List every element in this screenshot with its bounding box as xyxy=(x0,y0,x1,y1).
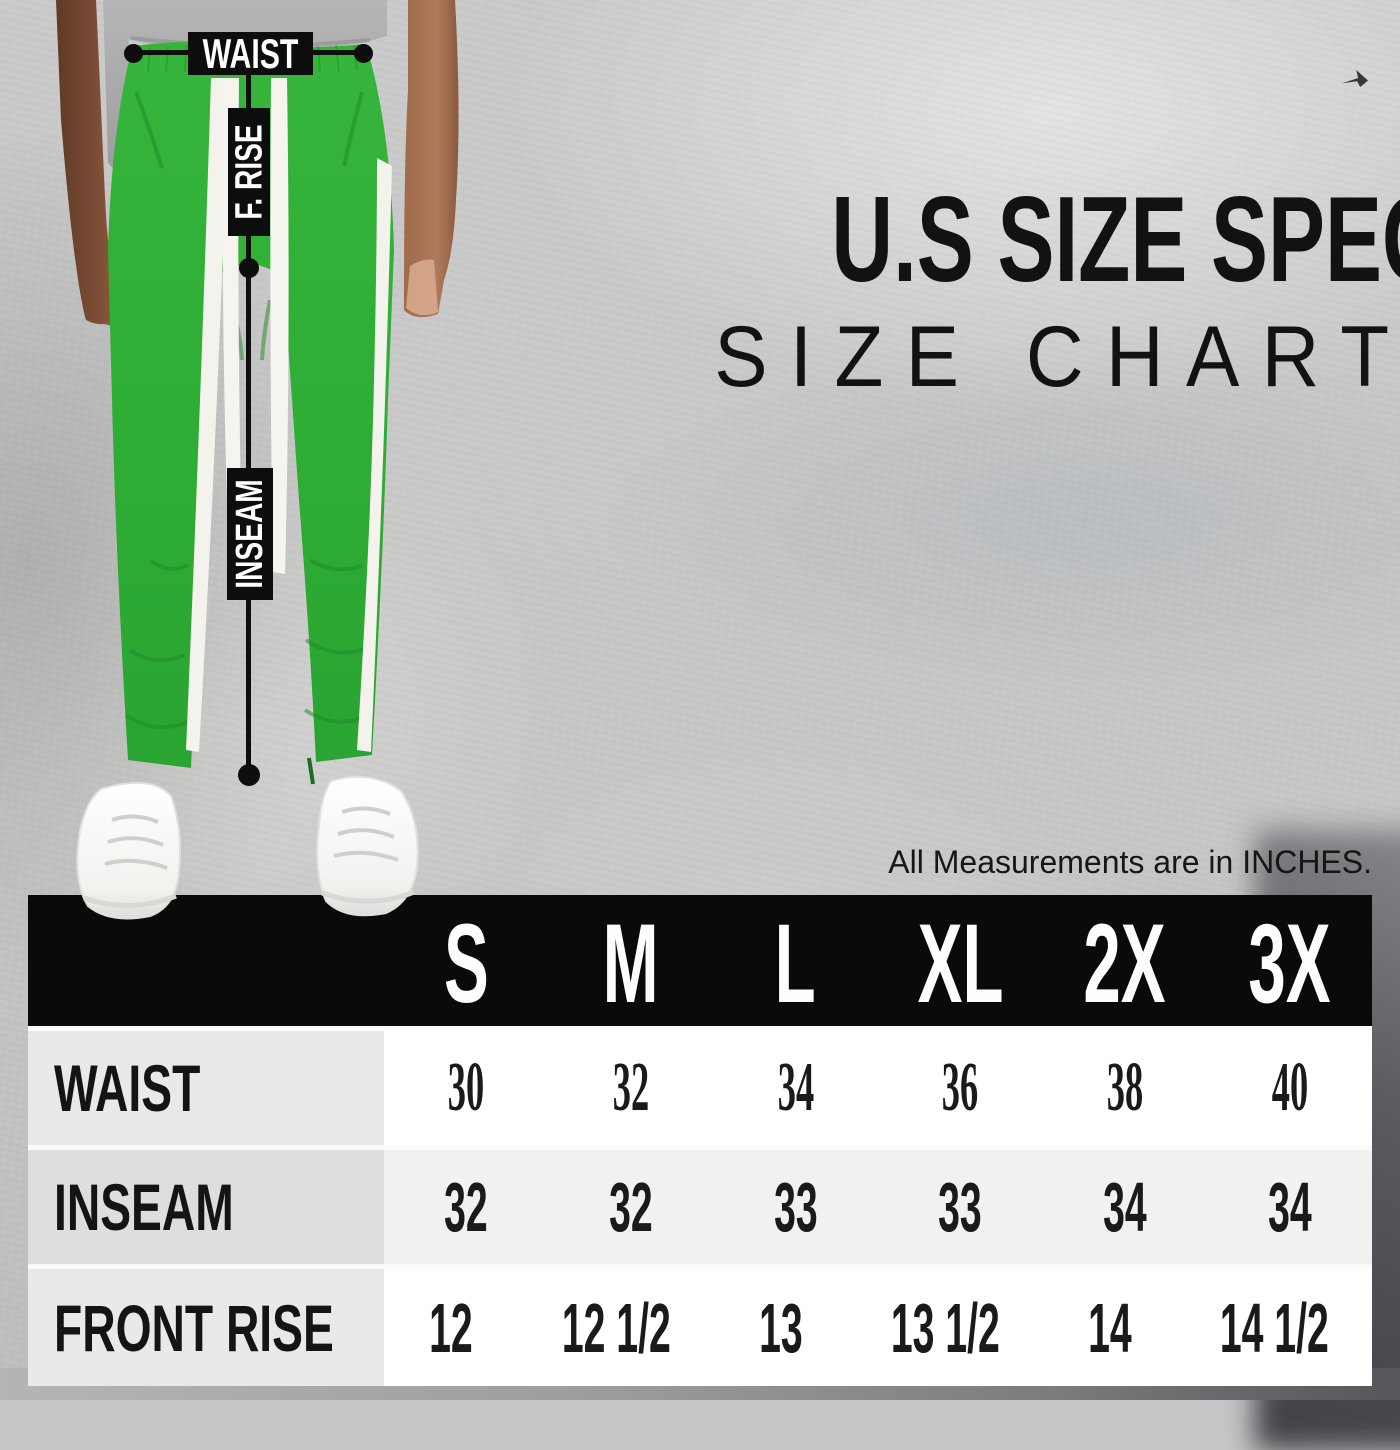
waist-l-cell: 34 xyxy=(713,1031,878,1145)
col-label: 3X xyxy=(1248,900,1331,1026)
col-label: M xyxy=(603,900,659,1026)
cell-value: 38 xyxy=(1106,1049,1144,1126)
size-table-header-row: S M L XL 2X 3X xyxy=(28,895,1372,1026)
row-label-cell: WAIST xyxy=(28,1031,384,1145)
header-spacer-cell xyxy=(28,895,384,1026)
row-label: INSEAM xyxy=(54,1170,234,1244)
cell-value: 40 xyxy=(1271,1049,1308,1126)
cell-value: 14 xyxy=(1088,1288,1132,1367)
inseam-measure-label: INSEAM xyxy=(229,479,272,589)
inseam-2x-cell: 34 xyxy=(1043,1150,1208,1264)
header-col-l: L xyxy=(713,895,878,1026)
row-label-cell: INSEAM xyxy=(28,1150,384,1264)
frontrise-3x-cell: 14 1/2 xyxy=(1177,1269,1372,1386)
frontrise-l-cell: 13 xyxy=(713,1269,848,1386)
cell-value: 33 xyxy=(773,1168,818,1246)
page-title: U.S SIZE SPECS SIZE CHART xyxy=(688,178,1400,400)
title-line-1: U.S SIZE SPECS xyxy=(831,171,1400,307)
cell-value: 33 xyxy=(938,1168,983,1246)
inseam-s-cell: 32 xyxy=(384,1150,549,1264)
front-rise-measure-tag: F. RISE xyxy=(228,108,270,236)
waist-xl-cell: 36 xyxy=(878,1031,1043,1145)
front-rise-measure-label: F. RISE xyxy=(228,124,270,220)
table-row-waist: WAIST 30 32 34 36 38 40 xyxy=(28,1026,1372,1145)
cell-value: 12 1/2 xyxy=(561,1288,671,1367)
col-label: L xyxy=(775,900,817,1026)
cell-value: 32 xyxy=(609,1168,653,1246)
cell-value: 30 xyxy=(448,1049,485,1126)
waist-s-cell: 30 xyxy=(384,1031,549,1145)
row-label: FRONT RISE xyxy=(54,1290,334,1365)
waist-measure-tag: WAIST xyxy=(188,32,313,75)
cell-value: 34 xyxy=(777,1049,814,1126)
title-line-2: SIZE CHART xyxy=(714,309,1400,405)
col-label: XL xyxy=(917,900,1004,1026)
cell-value: 34 xyxy=(1103,1168,1147,1246)
frontrise-s-cell: 12 xyxy=(384,1269,519,1386)
inseam-m-cell: 32 xyxy=(549,1150,714,1264)
header-col-m: M xyxy=(549,895,714,1026)
measure-dot-waist-right xyxy=(354,44,373,63)
inseam-xl-cell: 33 xyxy=(878,1150,1043,1264)
cell-value: 34 xyxy=(1267,1168,1312,1246)
frontrise-xl-cell: 13 1/2 xyxy=(848,1269,1043,1386)
cell-value: 13 xyxy=(758,1288,803,1367)
cell-value: 32 xyxy=(444,1168,489,1246)
header-col-xl: XL xyxy=(878,895,1043,1026)
table-row-front-rise: FRONT RISE 12 12 1/2 13 13 1/2 14 14 1/2 xyxy=(28,1264,1372,1386)
header-col-s: S xyxy=(384,895,549,1026)
col-label: S xyxy=(443,900,489,1026)
inseam-l-cell: 33 xyxy=(713,1150,878,1264)
cell-value: 13 1/2 xyxy=(890,1288,1000,1367)
frontrise-m-cell: 12 1/2 xyxy=(519,1269,714,1386)
measurements-note: All Measurements are in INCHES. xyxy=(888,844,1372,880)
row-label-cell: FRONT RISE xyxy=(28,1269,384,1386)
cell-value: 32 xyxy=(612,1049,650,1126)
col-label: 2X xyxy=(1083,900,1167,1026)
size-chart-table: S M L XL 2X 3X WAIST 30 32 34 36 38 40 I… xyxy=(28,895,1372,1386)
waist-3x-cell: 40 xyxy=(1207,1031,1372,1145)
cell-value: 12 xyxy=(429,1288,474,1367)
cell-value: 36 xyxy=(942,1049,979,1126)
measure-dot-crotch xyxy=(239,258,259,278)
waist-m-cell: 32 xyxy=(549,1031,714,1145)
inseam-measure-tag: INSEAM xyxy=(227,468,273,600)
measure-dot-waist-left xyxy=(124,44,143,63)
waist-2x-cell: 38 xyxy=(1043,1031,1208,1145)
frontrise-2x-cell: 14 xyxy=(1043,1269,1178,1386)
waist-measure-label: WAIST xyxy=(202,29,299,77)
header-col-2x: 2X xyxy=(1043,895,1208,1026)
header-col-3x: 3X xyxy=(1207,895,1372,1026)
measure-dot-ankle xyxy=(238,764,260,786)
cell-value: 14 1/2 xyxy=(1220,1288,1330,1367)
inseam-3x-cell: 34 xyxy=(1207,1150,1372,1264)
row-label: WAIST xyxy=(54,1051,201,1125)
table-row-inseam: INSEAM 32 32 33 33 34 34 xyxy=(28,1145,1372,1264)
